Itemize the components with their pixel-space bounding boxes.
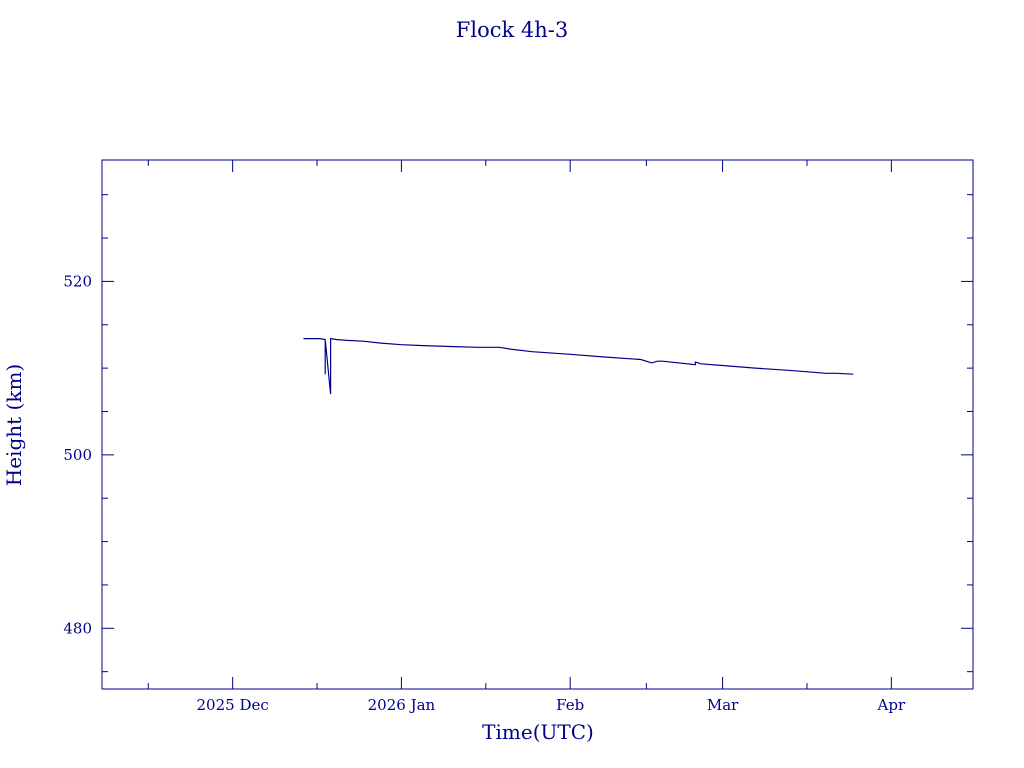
y-tick-labels: 480 500 520: [63, 272, 92, 637]
x-tick-label: Apr: [877, 696, 906, 714]
x-tick-label: Mar: [707, 696, 739, 714]
x-axis-label: Time(UTC): [482, 720, 594, 744]
y-tick-label: 520: [63, 272, 92, 290]
x-tick-label: 2026 Jan: [368, 696, 436, 714]
y-tick-label: 480: [63, 619, 92, 637]
series-line: [303, 337, 854, 395]
y-tick-label: 500: [63, 446, 92, 464]
axis-ticks: [102, 160, 973, 689]
plot-frame: [101, 159, 974, 690]
y-axis-label: Height (km): [2, 364, 26, 486]
x-tick-labels: 2025 Dec 2026 Jan Feb Mar Apr: [197, 696, 906, 714]
x-tick-label: Feb: [556, 696, 584, 714]
x-tick-label: 2025 Dec: [197, 696, 269, 714]
chart-title: Flock 4h-3: [456, 18, 568, 42]
